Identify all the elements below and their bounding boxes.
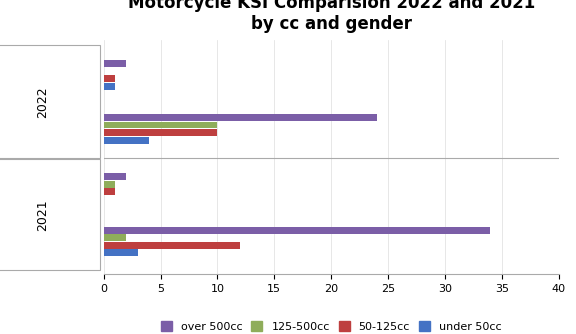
Title: Motorcycle KSI Comparision 2022 and 2021
by cc and gender: Motorcycle KSI Comparision 2022 and 2021… [127, 0, 535, 33]
Bar [104, 137, 149, 144]
Text: 2022: 2022 [36, 86, 49, 118]
Text: 2021: 2021 [36, 199, 49, 230]
Bar [104, 227, 491, 234]
Bar [104, 122, 218, 129]
Bar [104, 242, 240, 249]
Bar [104, 181, 115, 188]
Bar [104, 75, 115, 82]
Bar [0, 45, 100, 158]
Bar [104, 60, 126, 67]
Bar [0, 159, 100, 270]
Bar [104, 249, 138, 257]
Bar [104, 129, 218, 136]
Bar [104, 188, 115, 195]
Bar [104, 173, 126, 180]
Bar [104, 114, 377, 121]
Bar [104, 234, 126, 241]
Legend: over 500cc, 125-500cc, 50-125cc, under 50cc: over 500cc, 125-500cc, 50-125cc, under 5… [157, 317, 506, 334]
Bar [104, 83, 115, 90]
